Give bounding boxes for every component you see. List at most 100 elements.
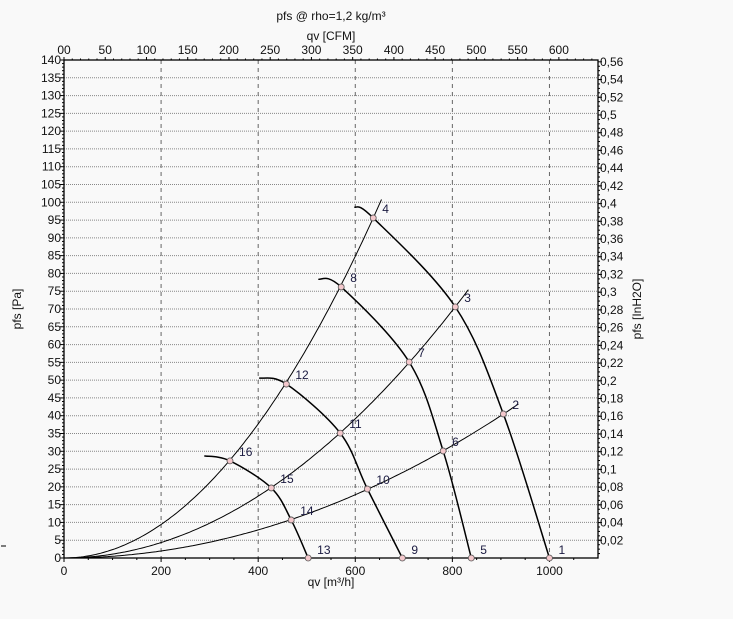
y2-tick-label: 0,46 — [600, 143, 624, 157]
y-tick-label: 80 — [48, 266, 62, 280]
x-tick-label: 400 — [248, 564, 268, 578]
point-label: 7 — [418, 346, 425, 360]
point-label: 11 — [349, 417, 362, 431]
x-tick-label: 0 — [61, 564, 68, 578]
x2-tick-label: 150 — [178, 43, 198, 57]
y-tick-label: 65 — [48, 320, 62, 334]
y2-tick-label: 0,02 — [600, 533, 624, 547]
y-tick-label: 110 — [42, 160, 61, 174]
point-label: 3 — [464, 291, 471, 305]
y-tick-label: 45 — [48, 391, 62, 405]
chart-title: pfs @ rho=1,2 kg/m³ — [276, 9, 385, 23]
point-label: 6 — [452, 435, 459, 449]
y-tick-label: 55 — [48, 355, 62, 369]
x2-tick-label: 550 — [508, 43, 528, 57]
y2-tick-label: 0,22 — [600, 356, 624, 370]
operating-point — [267, 484, 275, 492]
y2-tick-label: 0,48 — [600, 126, 624, 140]
operating-point — [226, 457, 234, 465]
x2-tick-label: 400 — [384, 43, 404, 57]
point-label: 9 — [411, 543, 418, 557]
x2-tick-label: 250 — [260, 43, 280, 57]
fan-curve — [258, 377, 404, 559]
point-label: 10 — [376, 473, 390, 487]
y-tick-label: 125 — [41, 106, 61, 120]
operating-point — [364, 485, 371, 493]
y2-tick-label: 0,36 — [600, 232, 624, 246]
y2-tick-label: 0,38 — [600, 214, 624, 228]
y2-tick-label: 0,52 — [600, 90, 624, 104]
y-tick-label: 50 — [48, 373, 62, 387]
y-tick-label: 100 — [41, 195, 61, 209]
y-tick-label: 30 — [48, 444, 62, 458]
y-tick-label: 95 — [48, 213, 62, 227]
x2-tick-label: 50 — [99, 43, 113, 57]
y-tick-label: 10 — [48, 515, 62, 529]
x2-tick-label: 450 — [425, 43, 445, 57]
y-tick-label: 60 — [48, 338, 62, 352]
y2-tick-label: 0,06 — [600, 498, 624, 512]
x-tick-label: 200 — [151, 564, 171, 578]
operating-point — [439, 447, 447, 455]
operating-point — [398, 554, 406, 562]
y2-tick-label: 0,5 — [600, 108, 617, 122]
point-label: 8 — [350, 271, 357, 285]
x2-tick-label: 100 — [136, 43, 156, 57]
y2-tick-label: 0,16 — [600, 409, 624, 423]
x2-tick-label: 600 — [549, 43, 569, 57]
y2-tick-label: 0,28 — [600, 303, 624, 317]
y-tick-label: 40 — [48, 409, 62, 423]
operating-point — [405, 358, 413, 366]
x2-tick-label: 500 — [466, 43, 486, 57]
y-tick-label: 140 — [41, 53, 61, 67]
y-tick-label: 25 — [48, 462, 62, 476]
y2-tick-label: 0,56 — [600, 55, 624, 69]
point-label: 12 — [295, 368, 309, 382]
fan-curve — [318, 277, 473, 559]
y2-tick-label: 0,14 — [600, 427, 624, 441]
operating-point — [287, 516, 295, 524]
system-curve — [64, 289, 469, 559]
y-tick-label: 75 — [48, 284, 62, 298]
y-tick-label: 0 — [54, 551, 61, 565]
y2-tick-label: 0,26 — [600, 321, 624, 335]
y-tick-label: 15 — [48, 498, 62, 512]
y-tick-label: 85 — [48, 249, 62, 263]
y2-tick-label: 0,04 — [600, 516, 624, 530]
y2-tick-label: 0,2 — [600, 374, 617, 388]
y2-tick-label: 0,4 — [600, 197, 617, 211]
y2-tick-label: 0,24 — [600, 338, 624, 352]
x-tick-label: 600 — [345, 564, 365, 578]
x2-tick-label: 00 — [57, 43, 71, 57]
y-tick-label: 130 — [41, 89, 61, 103]
x2-tick-label: 300 — [301, 43, 321, 57]
y2-tick-label: 0,34 — [600, 250, 624, 264]
x2-tick-label: 200 — [219, 43, 239, 57]
operating-point — [467, 554, 475, 562]
y-tick-label: 105 — [41, 178, 61, 192]
system-curve — [64, 199, 382, 559]
y2-tick-label: 0,54 — [600, 73, 624, 87]
y2-tick-label: 0,08 — [600, 480, 624, 494]
x-tick-label: 800 — [442, 564, 462, 578]
y-axis-label: pfs [Pa] — [10, 289, 24, 330]
y2-tick-label: 0,12 — [600, 445, 624, 459]
x2-tick-label: 350 — [343, 43, 363, 57]
point-label: 1 — [558, 543, 565, 557]
y2-axis-label: pfs [InH2O] — [630, 279, 644, 340]
operating-point — [369, 214, 377, 222]
operating-point — [451, 303, 459, 311]
point-label: 2 — [512, 398, 519, 412]
y-tick-label: 5 — [54, 533, 61, 547]
y-tick-label: 20 — [48, 480, 62, 494]
y-tick-label: 70 — [48, 302, 62, 316]
y-tick-label: 90 — [48, 231, 62, 245]
operating-point — [546, 554, 553, 562]
y-tick-label: 35 — [48, 427, 62, 441]
y2-tick-label: 0,44 — [600, 161, 624, 175]
y-tick-label: 135 — [41, 71, 61, 85]
plot-frame — [63, 59, 599, 559]
point-label: 14 — [300, 504, 314, 518]
y2-tick-label: 0,42 — [600, 179, 624, 193]
